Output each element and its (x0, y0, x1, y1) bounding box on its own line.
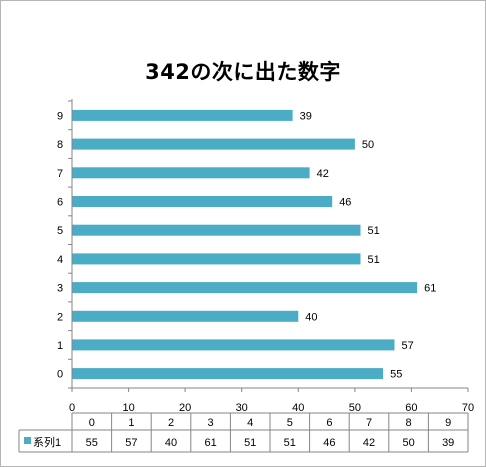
x-tick-label: 40 (292, 402, 304, 414)
table-header-0: 0 (89, 417, 95, 429)
bar-9 (72, 109, 293, 121)
bar-1 (72, 339, 395, 351)
table-header-6: 6 (326, 417, 332, 429)
table-value-4: 51 (244, 437, 256, 449)
data-label-3: 61 (424, 283, 436, 295)
x-tick-label: 60 (405, 402, 417, 414)
y-tick-label-6: 6 (57, 197, 63, 209)
table-value-0: 55 (86, 437, 98, 449)
table-header-7: 7 (366, 417, 372, 429)
data-label-9: 39 (300, 110, 312, 122)
table-header-3: 3 (208, 417, 214, 429)
y-tick-label-0: 0 (57, 369, 63, 381)
data-label-5: 51 (368, 225, 380, 237)
table-value-6: 46 (323, 437, 335, 449)
table-value-7: 42 (363, 437, 375, 449)
y-tick-label-5: 5 (57, 225, 63, 237)
bar-6 (72, 196, 333, 207)
y-tick-label-4: 4 (57, 254, 63, 266)
x-tick-label: 30 (236, 402, 248, 414)
legend-series-name: 系列1 (33, 435, 61, 449)
bar-2 (72, 310, 299, 322)
y-tick-label-8: 8 (57, 139, 63, 151)
table-header-9: 9 (445, 417, 451, 429)
legend-key (24, 437, 31, 444)
data-label-6: 46 (339, 197, 351, 209)
x-tick-label: 20 (179, 402, 191, 414)
table-header-5: 5 (287, 417, 293, 429)
table-header-8: 8 (406, 417, 412, 429)
x-tick-label: 0 (69, 402, 75, 414)
bar-4 (72, 253, 361, 265)
bar-5 (72, 224, 361, 236)
table-header-1: 1 (128, 417, 134, 429)
bar-8 (72, 138, 355, 150)
y-tick-label-1: 1 (57, 340, 63, 352)
bar-0 (72, 368, 384, 380)
table-header-4: 4 (247, 417, 253, 429)
y-tick-label-9: 9 (57, 110, 63, 122)
table-value-9: 39 (442, 437, 454, 449)
data-label-0: 55 (390, 369, 402, 381)
data-label-1: 57 (402, 340, 414, 352)
table-value-5: 51 (284, 437, 296, 449)
data-label-7: 42 (317, 168, 329, 180)
y-tick-label-7: 7 (57, 168, 63, 180)
table-value-1: 57 (125, 437, 137, 449)
y-tick-label-2: 2 (57, 311, 63, 323)
bar-7 (72, 167, 310, 179)
table-value-8: 50 (402, 437, 414, 449)
data-label-4: 51 (368, 254, 380, 266)
table-header-2: 2 (168, 417, 174, 429)
table-value-3: 61 (204, 437, 216, 449)
bar-3 (72, 282, 418, 294)
x-tick-label: 70 (462, 402, 474, 414)
x-tick-label: 10 (122, 402, 134, 414)
x-tick-label: 50 (349, 402, 361, 414)
y-tick-label-3: 3 (57, 283, 63, 295)
chart-title: 342の次に出た数字 (145, 60, 341, 84)
data-label-8: 50 (362, 139, 374, 151)
data-label-2: 40 (305, 311, 317, 323)
table-value-2: 40 (165, 437, 177, 449)
